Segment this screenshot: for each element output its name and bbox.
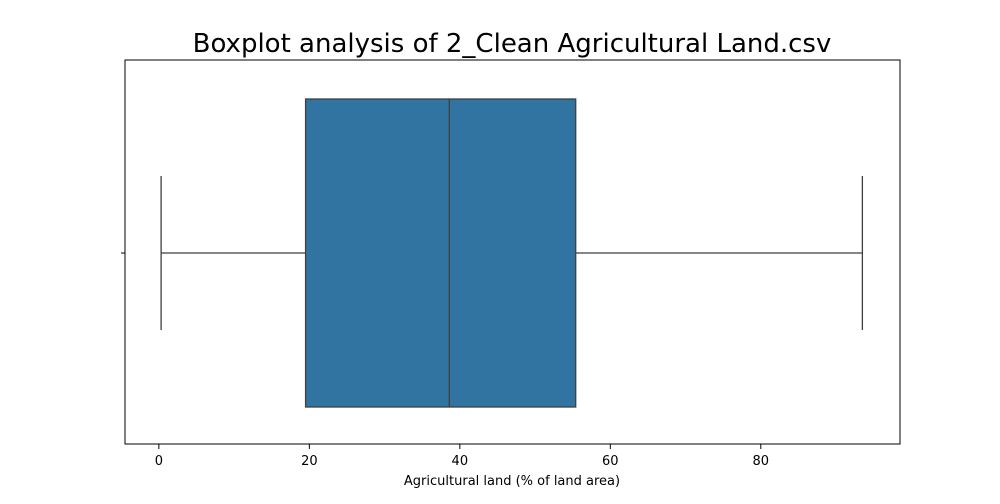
iqr-box [304,98,577,408]
x-tick-label: 60 [602,454,619,469]
x-tick-label: 40 [452,454,469,469]
x-tick-label: 80 [753,454,770,469]
x-tick-label: 20 [301,454,318,469]
axes-frame [124,59,901,445]
x-axis: 0 20 40 60 80 [121,59,901,469]
x-tick-label: 0 [155,454,163,469]
chart-title: Boxplot analysis of 2_Clean Agricultural… [193,29,832,59]
plot-area [160,98,864,408]
x-axis-label: Agricultural land (% of land area) [404,474,620,489]
